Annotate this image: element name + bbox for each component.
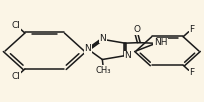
Text: NH: NH (153, 38, 166, 47)
Text: CH₃: CH₃ (95, 66, 111, 75)
Text: O: O (133, 25, 140, 34)
Text: N: N (99, 34, 106, 43)
Text: Cl: Cl (11, 72, 20, 81)
Text: F: F (188, 68, 194, 77)
Text: N: N (123, 52, 130, 60)
Text: Cl: Cl (11, 21, 20, 30)
Text: F: F (188, 25, 194, 34)
Text: N: N (84, 44, 91, 53)
